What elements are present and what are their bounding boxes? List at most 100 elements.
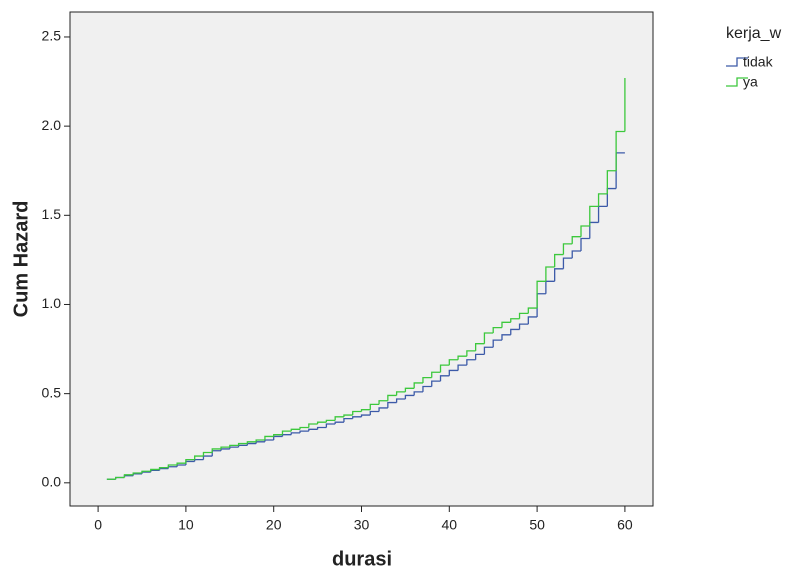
step-segment [457,364,467,371]
step-segment [352,416,362,419]
step-segment [334,421,344,424]
step-segment [527,316,538,325]
step-segment [273,434,283,437]
step-segment [483,332,494,344]
step-segment [439,364,450,373]
step-segment [316,426,327,430]
step-segment [176,462,186,465]
step-segment [466,359,476,366]
step-segment [299,430,309,433]
step-segment [474,343,485,351]
step-segment [255,439,265,442]
step-segment [527,307,538,314]
step-segment [290,428,301,432]
step-segment [387,394,397,401]
step-segment [202,455,213,460]
step-segment [378,400,388,405]
step-segment [422,376,432,383]
step-segment [404,387,415,392]
step-segment [466,350,476,357]
x-tick-label: 10 [178,517,194,533]
legend-title: kerja_w [726,25,782,42]
step-segment [325,419,336,423]
y-tick-label: 0.5 [42,384,62,400]
x-tick-label: 50 [529,517,545,533]
x-tick-label: 30 [354,517,370,533]
step-segment [554,268,564,282]
step-segment [501,334,511,341]
legend-label: tidak [743,54,774,70]
step-segment [413,391,423,396]
step-segment [501,321,511,328]
step-segment [360,409,371,412]
step-segment [492,339,502,348]
step-segment [483,346,494,355]
step-segment [510,318,520,323]
step-segment [378,407,388,412]
step-segment [518,323,529,330]
step-segment [413,382,423,389]
step-segment [580,237,590,251]
x-tick-label: 20 [266,517,282,533]
step-segment [545,266,555,282]
step-segment [387,401,397,408]
step-segment [615,130,625,171]
y-tick-label: 1.0 [42,295,62,311]
step-segment [334,416,344,421]
y-tick-label: 0.0 [42,474,62,490]
step-segment [536,280,546,309]
step-segment [132,472,142,475]
step-segment [308,423,318,428]
step-segment [229,444,239,448]
legend-swatch [726,77,748,87]
step-segment [554,253,564,268]
step-segment [431,371,441,378]
step-segment [211,448,222,453]
step-segment [115,476,125,480]
step-segment [202,451,213,457]
step-segment [597,193,608,207]
step-segment [369,403,380,410]
step-segment [589,205,599,227]
step-segment [510,328,520,335]
legend-swatch [726,57,748,67]
step-segment [194,455,204,460]
step-segment [185,458,195,464]
step-segment [492,327,502,334]
step-segment [194,458,204,462]
step-segment [255,441,265,444]
step-segment [343,417,353,423]
y-tick-label: 2.0 [42,117,62,133]
step-segment [562,257,573,269]
step-segment [448,359,459,366]
step-segment [360,414,371,417]
y-tick-label: 2.5 [42,28,62,44]
step-segment [316,421,327,424]
step-segment [158,467,169,470]
step-segment [606,170,617,194]
step-segment [150,468,160,472]
step-segment [246,441,257,444]
step-segment [352,410,362,416]
step-segment [273,435,283,441]
step-segment [141,470,151,474]
step-segment [439,375,450,382]
step-segment [518,312,529,319]
step-segment [571,250,582,259]
step-segment [308,428,318,432]
step-segment [325,423,336,428]
y-tick-label: 1.5 [42,206,62,222]
step-segment [580,225,590,237]
step-segment [448,369,459,376]
x-tick-label: 60 [617,517,633,533]
step-segment [167,464,178,468]
step-segment [299,426,309,430]
step-segment [431,380,441,387]
step-segment [264,435,274,441]
step-segment [404,394,415,399]
step-segment [220,446,230,449]
step-segment [457,355,467,360]
step-segment [562,243,573,255]
y-axis-title: Cum Hazard [10,201,32,318]
